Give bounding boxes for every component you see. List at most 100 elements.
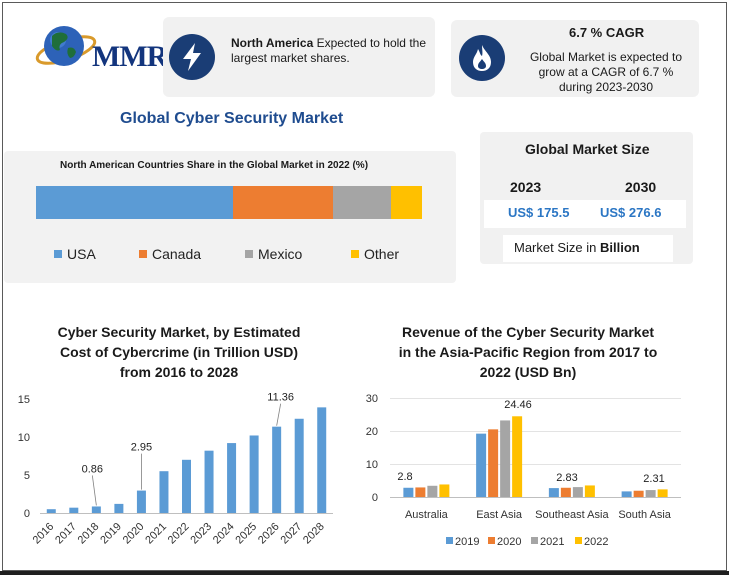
legend-swatch xyxy=(245,250,253,258)
bar-east-asia-2020 xyxy=(488,429,499,497)
data-label-leader xyxy=(91,475,97,506)
asia-pacific-title-line-3: 2022 (USD Bn) xyxy=(479,364,577,380)
bar-australia-2019 xyxy=(403,487,414,497)
north-america-bold: North America xyxy=(231,36,314,50)
data-label-leader xyxy=(276,403,282,426)
y-tick-label: 10 xyxy=(18,432,30,444)
data-label-2026: 11.36 xyxy=(267,392,294,404)
bar-2019 xyxy=(114,503,124,513)
market-size-year-2023: 2023 xyxy=(510,179,542,195)
market-size-title: Global Market Size xyxy=(525,141,650,157)
bottom-bar xyxy=(0,571,729,575)
north-america-card: North America Expected to hold the large… xyxy=(163,17,435,97)
bar-south-asia-2019 xyxy=(621,491,632,497)
legend-swatch-2021 xyxy=(531,537,538,544)
bar-2026 xyxy=(272,426,282,513)
data-label-east-asia: 24.46 xyxy=(504,399,532,411)
asia-pacific-title-line-2: in the Asia-Pacific Region from 2017 to xyxy=(398,344,658,360)
bar-australia-2020 xyxy=(415,487,426,497)
data-label-southeast-asia: 2.83 xyxy=(556,472,577,484)
x-tick-label: East Asia xyxy=(476,509,523,521)
lightning-badge xyxy=(169,34,215,80)
bar-south-asia-2021 xyxy=(645,490,656,497)
share-legend-item-canada: Canada xyxy=(139,246,201,262)
market-size-value-2030: US$ 276.6 xyxy=(600,205,662,220)
legend-swatch xyxy=(351,250,359,258)
bar-2024 xyxy=(227,443,237,513)
asia-pacific-title-line-1: Revenue of the Cyber Security Market xyxy=(401,324,655,340)
mmr-logo: MMR xyxy=(26,18,168,78)
bar-southeast-asia-2019 xyxy=(548,488,559,497)
market-size-unit: Market Size in Billion xyxy=(514,240,640,255)
legend-swatch-2020 xyxy=(488,537,495,544)
share-stacked-bar xyxy=(36,186,422,219)
legend-swatch xyxy=(139,250,147,258)
cybercrime-chart-title: Cyber Security Market, by Estimated Cost… xyxy=(24,322,334,382)
lightning-icon xyxy=(183,43,201,71)
y-tick-label: 0 xyxy=(24,508,30,520)
x-tick-label: South Asia xyxy=(618,509,671,521)
cybercrime-title-line-3: from 2016 to 2028 xyxy=(119,364,239,380)
logo-text: MMR xyxy=(92,40,168,73)
bar-2021 xyxy=(159,471,169,513)
bar-east-asia-2022 xyxy=(512,416,523,497)
main-title: Global Cyber Security Market xyxy=(120,110,344,127)
bar-2023 xyxy=(204,450,214,513)
bar-east-asia-2019 xyxy=(476,433,487,497)
x-tick-label: Australia xyxy=(405,509,449,521)
bar-2020 xyxy=(136,490,146,513)
data-label-australia: 2.8 xyxy=(397,471,412,483)
bar-east-asia-2021 xyxy=(500,420,511,497)
cagr-description: Global Market is expected to grow at a C… xyxy=(521,50,691,95)
legend-label: USA xyxy=(67,246,96,262)
data-label-south-asia: 2.31 xyxy=(643,473,664,485)
bar-2018 xyxy=(91,506,101,513)
flame-icon xyxy=(473,45,491,71)
cybercrime-title-line-2: Cost of Cybercrime (in Trillion USD) xyxy=(59,344,299,360)
bar-2028 xyxy=(317,407,327,513)
share-chart-title: North American Countries Share in the Gl… xyxy=(60,160,369,171)
bar-2027 xyxy=(294,418,304,513)
share-segment-mexico xyxy=(333,186,392,219)
y-tick-label: 15 xyxy=(18,394,30,406)
share-segment-canada xyxy=(232,186,334,219)
north-america-rest: Expected to hold the largest market shar… xyxy=(231,36,426,65)
asia-pacific-chart-title: Revenue of the Cyber Security Market in … xyxy=(370,322,686,382)
market-size-value-2023: US$ 175.5 xyxy=(508,205,570,220)
cybercrime-title-line-1: Cyber Security Market, by Estimated xyxy=(57,324,301,340)
data-label-2020: 2.95 xyxy=(131,442,152,454)
y-tick-label: 10 xyxy=(366,459,378,471)
cagr-line-1: Global Market is expected to xyxy=(529,50,683,64)
bar-southeast-asia-2022 xyxy=(584,485,595,497)
data-label-2018: 0.86 xyxy=(82,463,103,475)
cagr-line-3: during 2023-2030 xyxy=(558,80,654,94)
legend-swatch xyxy=(54,250,62,258)
legend-swatch-2019 xyxy=(446,537,453,544)
y-tick-label: 30 xyxy=(366,393,378,405)
share-legend-item-usa: USA xyxy=(54,246,96,262)
y-tick-label: 5 xyxy=(24,470,30,482)
bar-south-asia-2020 xyxy=(633,490,644,497)
legend-label-2022: 2022 xyxy=(584,536,608,548)
y-tick-label: 20 xyxy=(366,426,378,438)
bar-southeast-asia-2021 xyxy=(572,487,583,497)
cagr-line-2: grow at a CAGR of 6.7 % xyxy=(538,65,674,79)
legend-label-2019: 2019 xyxy=(455,536,479,548)
market-size-unit-box xyxy=(503,235,673,262)
cagr-title: 6.7 % CAGR xyxy=(569,25,645,40)
x-tick-label: Southeast Asia xyxy=(535,509,609,521)
flame-badge xyxy=(459,35,505,81)
share-segment-usa xyxy=(36,186,233,219)
bar-2025 xyxy=(249,435,259,513)
unit-prefix: Market Size in xyxy=(514,240,600,255)
globe-icon xyxy=(35,26,97,66)
market-size-value-box xyxy=(484,200,686,228)
cagr-card: 6.7 % CAGR Global Market is expected to … xyxy=(451,20,699,97)
share-legend-item-mexico: Mexico xyxy=(245,246,302,262)
market-size-year-2030: 2030 xyxy=(625,179,657,195)
bar-australia-2021 xyxy=(427,485,438,497)
legend-swatch-2022 xyxy=(575,537,582,544)
